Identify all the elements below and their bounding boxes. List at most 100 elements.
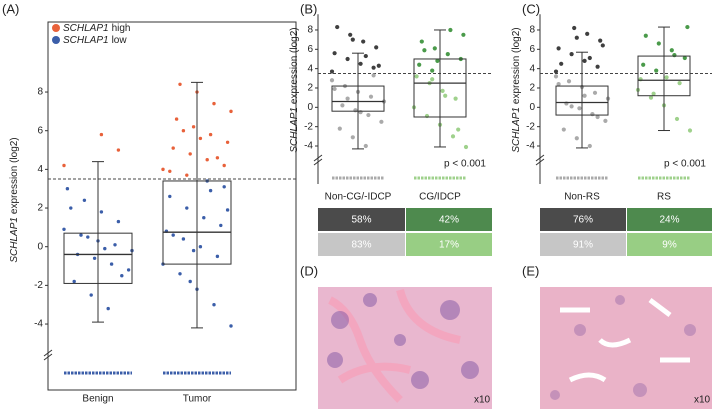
p-value: p < 0.001 bbox=[664, 159, 706, 170]
y-tick-label: 6 bbox=[37, 125, 43, 136]
data-point bbox=[371, 65, 376, 70]
y-tick-label: 8 bbox=[37, 87, 43, 98]
panel-label: (B) bbox=[300, 1, 317, 16]
table-text: 91% bbox=[573, 240, 593, 251]
y-tick-label: 4 bbox=[529, 63, 535, 74]
x-tick-label: Benign bbox=[82, 394, 113, 405]
data-point bbox=[205, 158, 209, 162]
y-axis-label: SCHLAP1 expression (log2) bbox=[9, 137, 20, 262]
data-point bbox=[353, 108, 358, 113]
data-point bbox=[363, 143, 368, 149]
data-point bbox=[566, 79, 572, 84]
magnification: x10 bbox=[694, 395, 711, 406]
data-point bbox=[79, 233, 83, 237]
data-point bbox=[171, 233, 175, 237]
data-point bbox=[414, 74, 419, 79]
y-axis-label: SCHLAP1 expression (log2) bbox=[511, 27, 522, 152]
data-point bbox=[435, 58, 440, 64]
data-point bbox=[329, 69, 335, 74]
data-point bbox=[215, 254, 220, 259]
data-point bbox=[643, 33, 648, 38]
data-point bbox=[582, 58, 587, 64]
p-value: p < 0.001 bbox=[444, 159, 486, 170]
x-tick-label: Non-RS bbox=[564, 192, 600, 203]
axis-label-text: expression (log2) bbox=[511, 27, 522, 104]
data-point bbox=[65, 187, 70, 191]
data-point bbox=[572, 25, 577, 31]
x-tick-label: Non-CG/-IDCP bbox=[325, 192, 392, 203]
data-point bbox=[603, 118, 608, 123]
y-tick-label: 8 bbox=[529, 25, 535, 36]
data-point bbox=[86, 235, 90, 239]
box bbox=[162, 180, 232, 265]
data-point bbox=[641, 62, 646, 67]
data-point bbox=[185, 206, 189, 210]
data-point bbox=[89, 293, 93, 297]
data-point bbox=[553, 74, 559, 79]
table-cell bbox=[540, 233, 626, 256]
legend-text: low bbox=[112, 35, 128, 46]
data-point bbox=[463, 144, 469, 150]
y-tick-label: 6 bbox=[529, 44, 535, 55]
data-point bbox=[587, 55, 592, 61]
data-point bbox=[208, 188, 213, 193]
data-point bbox=[212, 303, 216, 307]
table-cell bbox=[406, 208, 492, 231]
data-point bbox=[654, 68, 659, 73]
histology-d bbox=[318, 287, 492, 409]
data-point bbox=[440, 88, 445, 93]
axis-label-text: expression (log2) bbox=[289, 27, 300, 104]
data-point bbox=[202, 216, 206, 220]
data-point bbox=[374, 45, 379, 50]
data-point bbox=[69, 206, 73, 210]
box bbox=[637, 55, 691, 97]
data-point bbox=[345, 56, 350, 62]
data-point bbox=[430, 68, 435, 73]
data-point bbox=[432, 46, 437, 51]
data-point bbox=[569, 104, 574, 109]
data-point bbox=[648, 95, 654, 100]
y-tick-label: 6 bbox=[307, 44, 313, 55]
data-point bbox=[651, 91, 656, 96]
data-point bbox=[103, 246, 107, 251]
box bbox=[63, 232, 133, 284]
panel-label: (D) bbox=[300, 263, 318, 278]
data-point bbox=[219, 223, 223, 228]
axis-break bbox=[313, 154, 323, 162]
data-point bbox=[348, 32, 353, 37]
data-point bbox=[422, 48, 427, 53]
table-cell bbox=[318, 208, 405, 231]
data-point bbox=[120, 274, 124, 278]
magnification: x10 bbox=[474, 395, 491, 406]
data-point bbox=[99, 210, 104, 214]
data-point bbox=[335, 24, 340, 30]
table-cell bbox=[627, 233, 712, 256]
data-point bbox=[445, 52, 450, 57]
data-point bbox=[656, 41, 661, 46]
table-text: 9% bbox=[662, 240, 677, 251]
data-point bbox=[371, 73, 376, 78]
data-point bbox=[345, 96, 350, 101]
panel-label: (C) bbox=[522, 1, 540, 16]
table-cell bbox=[540, 208, 626, 231]
y-tick-label: 0 bbox=[529, 102, 535, 113]
data-point bbox=[598, 38, 603, 43]
table-text: 76% bbox=[573, 215, 593, 226]
y-tick-label: -2 bbox=[304, 121, 313, 132]
table-text: 24% bbox=[659, 215, 679, 226]
data-point bbox=[419, 39, 424, 44]
data-point bbox=[225, 208, 230, 212]
data-point bbox=[363, 53, 368, 59]
data-point bbox=[600, 43, 605, 48]
legend-label: SCHLAP1 high bbox=[63, 23, 130, 34]
data-point bbox=[590, 111, 595, 117]
data-point bbox=[456, 127, 461, 132]
x-tick-label: RS bbox=[657, 192, 671, 203]
data-point bbox=[225, 140, 230, 144]
data-point bbox=[574, 35, 579, 40]
data-point bbox=[556, 82, 561, 87]
data-point bbox=[450, 134, 456, 139]
data-point bbox=[126, 268, 131, 272]
data-point bbox=[113, 243, 117, 247]
data-point bbox=[574, 136, 579, 141]
